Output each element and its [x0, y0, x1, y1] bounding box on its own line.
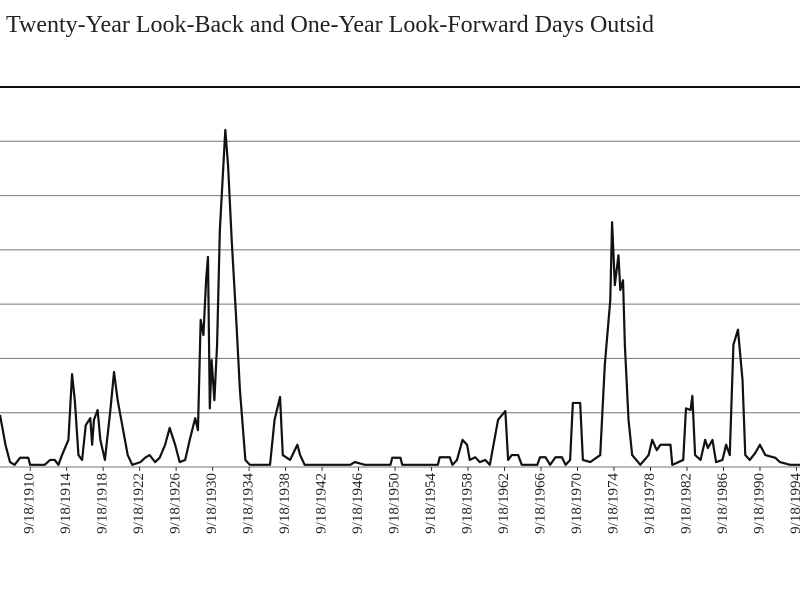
x-tick-label: 9/18/1970	[569, 473, 585, 534]
x-tick-label: 9/18/1946	[350, 473, 366, 534]
data-line	[0, 128, 800, 466]
x-tick-label: 9/18/1950	[387, 473, 403, 534]
x-tick-label: 9/18/1934	[241, 473, 257, 534]
x-tick-label: 9/18/1926	[168, 473, 184, 534]
x-tick-label: 9/18/1910	[22, 473, 38, 534]
x-tick-label: 9/18/1914	[58, 473, 74, 534]
x-tick-label: 9/18/1918	[95, 473, 111, 534]
x-tick-label: 9/18/1922	[131, 473, 147, 534]
x-tick-label: 9/18/1982	[678, 473, 694, 534]
chart-title: Twenty-Year Look-Back and One-Year Look-…	[6, 12, 654, 38]
x-tick-label: 9/18/1962	[496, 473, 512, 534]
x-tick-label: 9/18/1954	[423, 473, 439, 534]
x-tick-label: 9/18/1974	[605, 473, 621, 534]
x-tick-label: 9/18/1978	[642, 473, 658, 534]
x-tick-label: 9/18/1958	[459, 473, 475, 534]
x-tick-label: 9/18/1930	[204, 473, 220, 534]
x-tick-label: 9/18/1986	[715, 473, 731, 534]
x-tick-label: 9/18/1942	[314, 473, 330, 534]
x-tick-label: 9/18/1994	[788, 473, 800, 534]
x-tick-label: 9/18/1966	[532, 473, 548, 534]
x-tick-label: 9/18/1938	[277, 473, 293, 534]
x-tick-label: 9/18/1990	[751, 473, 767, 534]
